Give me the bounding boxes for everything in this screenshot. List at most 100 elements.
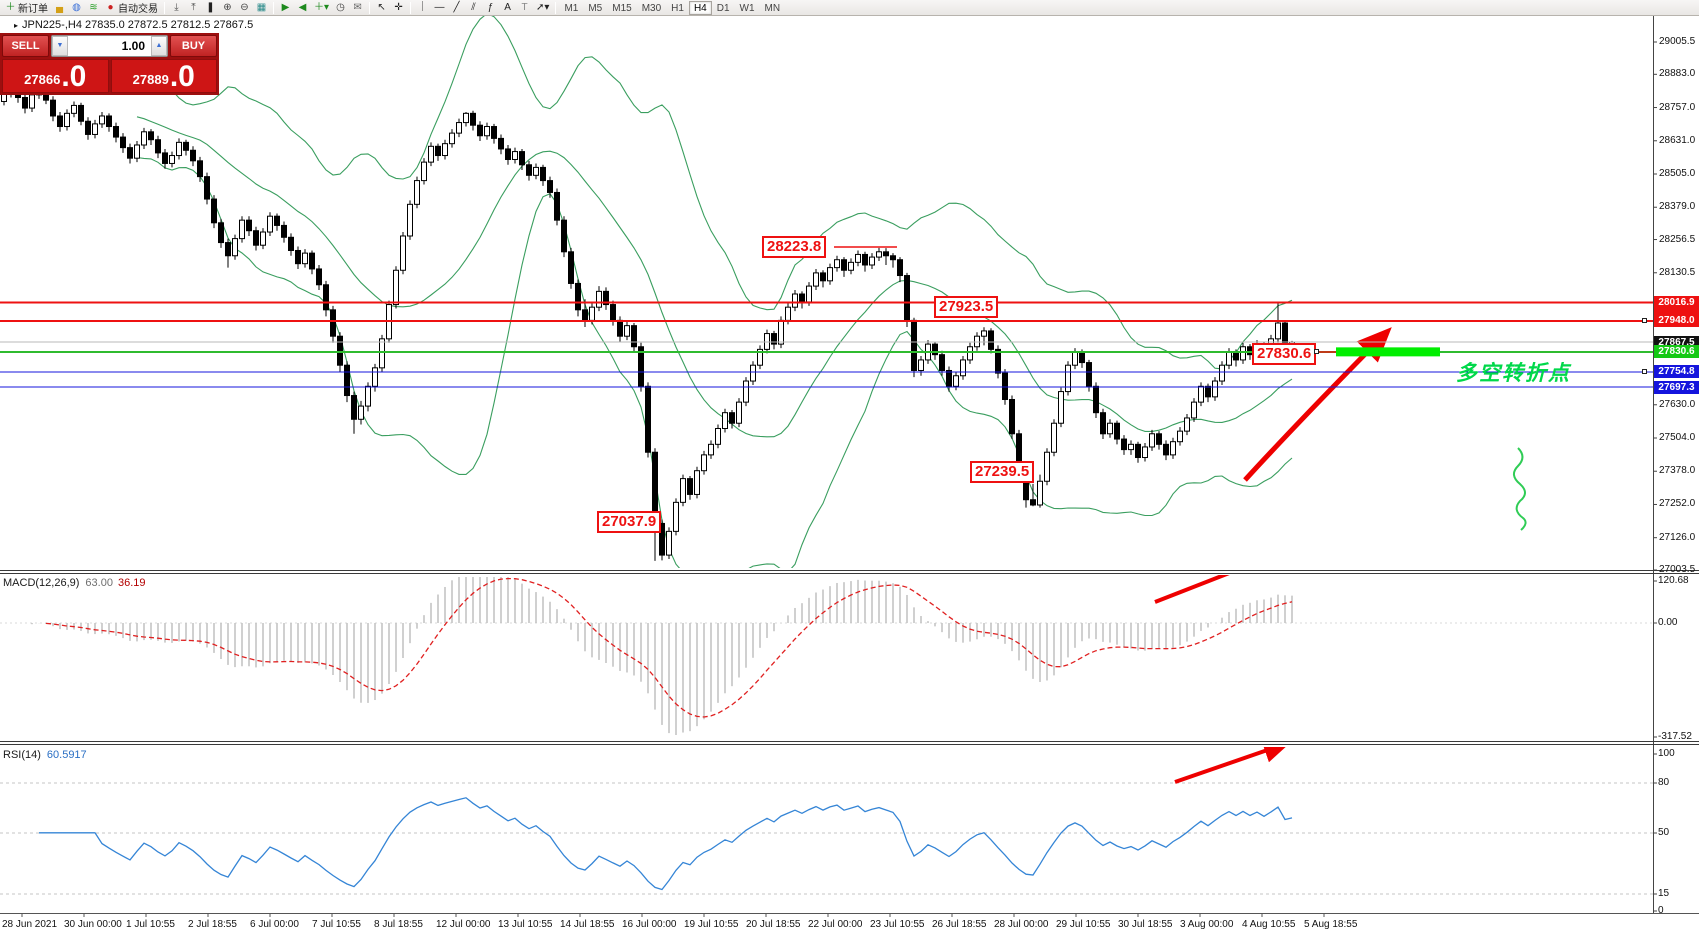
time-tick-label: 28 Jun 2021 bbox=[2, 919, 58, 930]
zoom-in-button[interactable]: ⊕ bbox=[219, 1, 236, 15]
crosshair-button[interactable]: ✛ bbox=[390, 1, 407, 15]
sell-quote[interactable]: 27866 .0 bbox=[2, 59, 109, 93]
bullish-arrow-macd[interactable] bbox=[1154, 554, 1278, 604]
tile-windows-button[interactable]: ▦ bbox=[253, 1, 270, 15]
price-annotation-27923.5[interactable]: 27923.5 bbox=[934, 296, 999, 318]
cursor-button[interactable]: ↖ bbox=[373, 1, 390, 15]
new-order-label: 新订单 bbox=[18, 4, 48, 15]
candle-body bbox=[729, 412, 735, 424]
line-selection-handle[interactable] bbox=[1642, 368, 1647, 374]
horizontal-line-button[interactable]: — bbox=[431, 1, 448, 15]
candle-body bbox=[946, 369, 952, 387]
macd-signal-line bbox=[45, 577, 1293, 718]
candle-body bbox=[1240, 346, 1246, 361]
text-label-button[interactable]: T bbox=[516, 1, 533, 15]
price-annotation-27239.5[interactable]: 27239.5 bbox=[970, 461, 1035, 483]
candle-body bbox=[211, 198, 217, 224]
price-annotation-28223.8[interactable]: 28223.8 bbox=[762, 236, 827, 258]
candle-body bbox=[484, 126, 490, 137]
line-selection-handle[interactable] bbox=[1642, 317, 1647, 323]
buy-quote[interactable]: 27889 .0 bbox=[110, 59, 217, 93]
panel-separator[interactable] bbox=[0, 570, 1699, 571]
periods-clock-button[interactable]: ◷ bbox=[332, 1, 349, 15]
new-order-button[interactable]: ＋新订单 bbox=[2, 1, 51, 16]
buy-button[interactable]: BUY bbox=[170, 35, 217, 57]
macd-panel[interactable] bbox=[0, 554, 1653, 735]
candle-body bbox=[1044, 451, 1050, 482]
candle-body bbox=[1135, 443, 1141, 459]
candle-body bbox=[806, 285, 812, 303]
signal-icon: ≋ bbox=[89, 1, 98, 13]
timeframe-h1-button[interactable]: H1 bbox=[671, 2, 684, 14]
price-badge-27830.6: 27830.6 bbox=[1654, 345, 1699, 359]
timeframe-m30-button[interactable]: M30 bbox=[641, 2, 662, 14]
channel-button[interactable]: ⫽ bbox=[465, 1, 482, 15]
pivot-highlight-bar[interactable] bbox=[1336, 347, 1440, 357]
autotrade-button[interactable]: ● 自动交易 bbox=[102, 1, 161, 16]
price-annotation-27037.9[interactable]: 27037.9 bbox=[597, 511, 662, 533]
candle-body bbox=[687, 478, 693, 495]
candle-body bbox=[1149, 433, 1155, 448]
candle-body bbox=[113, 126, 119, 138]
annotation-selection-handle[interactable] bbox=[1314, 349, 1319, 354]
trendline-button[interactable]: ╱ bbox=[448, 1, 465, 15]
candle-body bbox=[1156, 433, 1162, 445]
community-button[interactable]: ◍ bbox=[68, 1, 85, 15]
auto-scroll-icon: ▶ bbox=[281, 1, 290, 13]
candle-body bbox=[568, 251, 574, 284]
gold-icon: ▄ bbox=[55, 1, 64, 13]
macd-tick-label: -317.52 bbox=[1658, 731, 1692, 742]
time-tick-label: 16 Jul 00:00 bbox=[622, 919, 677, 930]
timeframe-mn-button[interactable]: MN bbox=[764, 2, 781, 14]
main-chart-area[interactable] bbox=[1, 14, 1392, 586]
panel-separator[interactable] bbox=[0, 741, 1699, 742]
signal-button[interactable]: ≋ bbox=[85, 1, 102, 15]
rsi-panel[interactable] bbox=[0, 745, 1653, 895]
chart-shift-button[interactable]: ◀ bbox=[294, 1, 311, 15]
fibonacci-button[interactable]: ƒ bbox=[482, 1, 499, 15]
price-scale-up-button[interactable]: ⤒ bbox=[185, 1, 202, 15]
bull-bear-pivot-note: 多空转折点 bbox=[1456, 362, 1571, 385]
timeframe-m15-button[interactable]: M15 bbox=[612, 2, 632, 14]
indicators-button[interactable]: ＋▾ bbox=[311, 1, 332, 15]
volume-decrease-button[interactable]: ▼ bbox=[52, 36, 68, 56]
candle-body bbox=[715, 428, 721, 445]
timeframe-h4-button[interactable]: H4 bbox=[688, 0, 712, 15]
fibonacci-icon: ƒ bbox=[487, 1, 494, 13]
time-tick-label: 1 Jul 10:55 bbox=[126, 919, 175, 930]
vertical-line-button[interactable]: ｜ bbox=[414, 1, 431, 15]
candle-body bbox=[29, 94, 35, 109]
price-annotation-27830.6[interactable]: 27830.6 bbox=[1252, 343, 1317, 365]
timeframe-m1-button[interactable]: M1 bbox=[564, 2, 579, 14]
candle-body bbox=[1198, 385, 1204, 403]
volume-increase-button[interactable]: ▲ bbox=[151, 36, 167, 56]
channel-icon: ⫽ bbox=[471, 1, 476, 13]
auto-scroll-button[interactable]: ▶ bbox=[277, 1, 294, 15]
candle-body bbox=[274, 215, 280, 226]
panel-separator[interactable] bbox=[0, 744, 1699, 745]
candle-body bbox=[750, 364, 756, 382]
candle-body bbox=[547, 180, 553, 193]
candle-body bbox=[582, 309, 588, 321]
time-tick-label: 30 Jun 00:00 bbox=[64, 919, 122, 930]
candle-body bbox=[624, 325, 630, 337]
news-mail-button[interactable]: ✉ bbox=[349, 1, 366, 15]
price-scale-down-button[interactable]: ⤓ bbox=[168, 1, 185, 15]
gold-button[interactable]: ▄ bbox=[51, 1, 68, 15]
timeframe-w1-button[interactable]: W1 bbox=[739, 2, 755, 14]
text-button[interactable]: A bbox=[499, 1, 516, 15]
bullish-arrow-rsi[interactable] bbox=[1174, 745, 1292, 784]
volume-input[interactable]: 1.00 bbox=[121, 39, 145, 53]
candle-body bbox=[526, 164, 532, 176]
sell-button[interactable]: SELL bbox=[2, 35, 49, 57]
time-tick-label: 30 Jul 18:55 bbox=[1118, 919, 1173, 930]
zoom-out-button[interactable]: ⊖ bbox=[236, 1, 253, 15]
arrows-button[interactable]: ➚▾ bbox=[533, 1, 552, 15]
timeframe-m5-button[interactable]: M5 bbox=[588, 2, 603, 14]
timeframe-d1-button[interactable]: D1 bbox=[716, 2, 730, 14]
chart-shift-icon: ◀ bbox=[298, 1, 307, 13]
chart-title: ▸ JPN225-,H4 27835.0 27872.5 27812.5 2786… bbox=[14, 19, 253, 31]
candlestick-chart-button[interactable]: ❚ bbox=[202, 1, 219, 15]
panel-separator[interactable] bbox=[0, 573, 1699, 574]
